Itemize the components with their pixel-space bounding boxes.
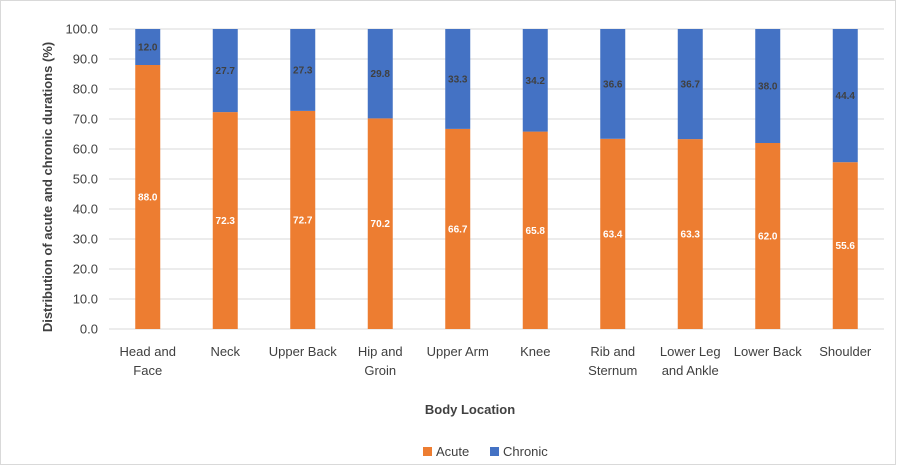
- y-tick-label: 50.0: [73, 172, 98, 187]
- y-axis-title: Distribution of acute and chronic durati…: [40, 42, 55, 332]
- y-tick-label: 10.0: [73, 292, 98, 307]
- data-label-chronic: 29.8: [371, 69, 391, 80]
- bar-chronic: [290, 29, 316, 111]
- data-label-acute: 66.7: [448, 224, 468, 235]
- bar-chronic: [677, 29, 703, 140]
- x-axis-ticks: Head and Face Neck Upper Back Hip and Groin Up…: [120, 344, 872, 378]
- legend-swatch-chronic: [490, 447, 499, 456]
- x-tick-label: Neck: [210, 344, 240, 359]
- x-axis-title: Body Location: [425, 402, 515, 417]
- bar-chronic: [212, 29, 238, 113]
- y-tick-label: 70.0: [73, 112, 98, 127]
- x-tick-label: Lower Leg and Ankle: [660, 344, 721, 378]
- y-tick-label: 60.0: [73, 142, 98, 157]
- legend-swatch-acute: [423, 447, 432, 456]
- data-label-acute: 62.0: [758, 232, 778, 243]
- bar-acute: [212, 112, 238, 329]
- bar-acute: [135, 65, 161, 329]
- bar-acute: [522, 131, 548, 329]
- data-label-chronic: 36.7: [681, 80, 701, 91]
- y-tick-label: 30.0: [73, 232, 98, 247]
- x-tick-label: Rib and Sternum: [588, 344, 637, 378]
- x-tick-label: Upper Arm: [427, 344, 489, 359]
- x-tick-label: Shoulder: [819, 344, 872, 359]
- bar-acute: [832, 162, 858, 329]
- data-label-acute: 63.3: [681, 230, 701, 241]
- x-tick-label: Head and Face: [120, 344, 176, 378]
- bar-acute: [445, 128, 471, 329]
- legend: Acute Chronic: [423, 444, 548, 459]
- bar-chronic: [832, 29, 858, 163]
- data-label-chronic: 36.6: [603, 79, 623, 90]
- data-label-chronic: 27.7: [216, 66, 236, 77]
- y-tick-label: 80.0: [73, 82, 98, 97]
- bars: 88.0 12.0 72.3 27.7 72.7 27.3 70.2 29.8 66.7 33.3…: [135, 29, 858, 330]
- x-tick-label: Hip and Groin: [358, 344, 403, 378]
- bar-acute: [755, 143, 781, 329]
- x-tick-label: Lower Back: [734, 344, 802, 359]
- bar-acute: [367, 118, 393, 330]
- y-tick-label: 100.0: [65, 22, 98, 37]
- y-tick-label: 0.0: [80, 322, 98, 337]
- data-label-acute: 70.2: [371, 219, 391, 230]
- data-label-chronic: 38.0: [758, 82, 778, 93]
- bar-chronic: [755, 29, 781, 143]
- data-label-chronic: 12.0: [138, 43, 158, 54]
- data-label-chronic: 27.3: [293, 65, 313, 76]
- data-label-acute: 63.4: [603, 229, 623, 240]
- bar-acute: [290, 110, 316, 330]
- bar-chronic: [367, 29, 393, 119]
- bar-acute: [600, 138, 626, 329]
- bar-acute: [677, 139, 703, 329]
- data-label-acute: 72.7: [293, 215, 313, 226]
- gridlines: [109, 28, 884, 330]
- y-tick-label: 40.0: [73, 202, 98, 217]
- data-label-acute: 72.3: [216, 216, 236, 227]
- bar-chronic: [600, 29, 626, 139]
- bar-chronic: [522, 29, 548, 132]
- data-label-acute: 55.6: [836, 241, 856, 252]
- data-label-chronic: 34.2: [526, 76, 546, 87]
- legend-label-chronic: Chronic: [503, 444, 548, 459]
- y-tick-label: 20.0: [73, 262, 98, 277]
- data-label-acute: 65.8: [526, 226, 546, 237]
- x-tick-label: Upper Back: [269, 344, 337, 359]
- bar-chronic: [445, 29, 471, 129]
- data-label-chronic: 33.3: [448, 74, 468, 85]
- data-label-acute: 88.0: [138, 193, 158, 204]
- data-label-chronic: 44.4: [836, 91, 856, 102]
- y-tick-label: 90.0: [73, 52, 98, 67]
- y-axis-ticks: 0.0 10.0 20.0 30.0 40.0 50.0 60.0 70.0 80.0 90.0 1…: [65, 22, 98, 337]
- legend-label-acute: Acute: [436, 444, 469, 459]
- x-tick-label: Knee: [520, 344, 550, 359]
- bar-chronic: [135, 29, 161, 65]
